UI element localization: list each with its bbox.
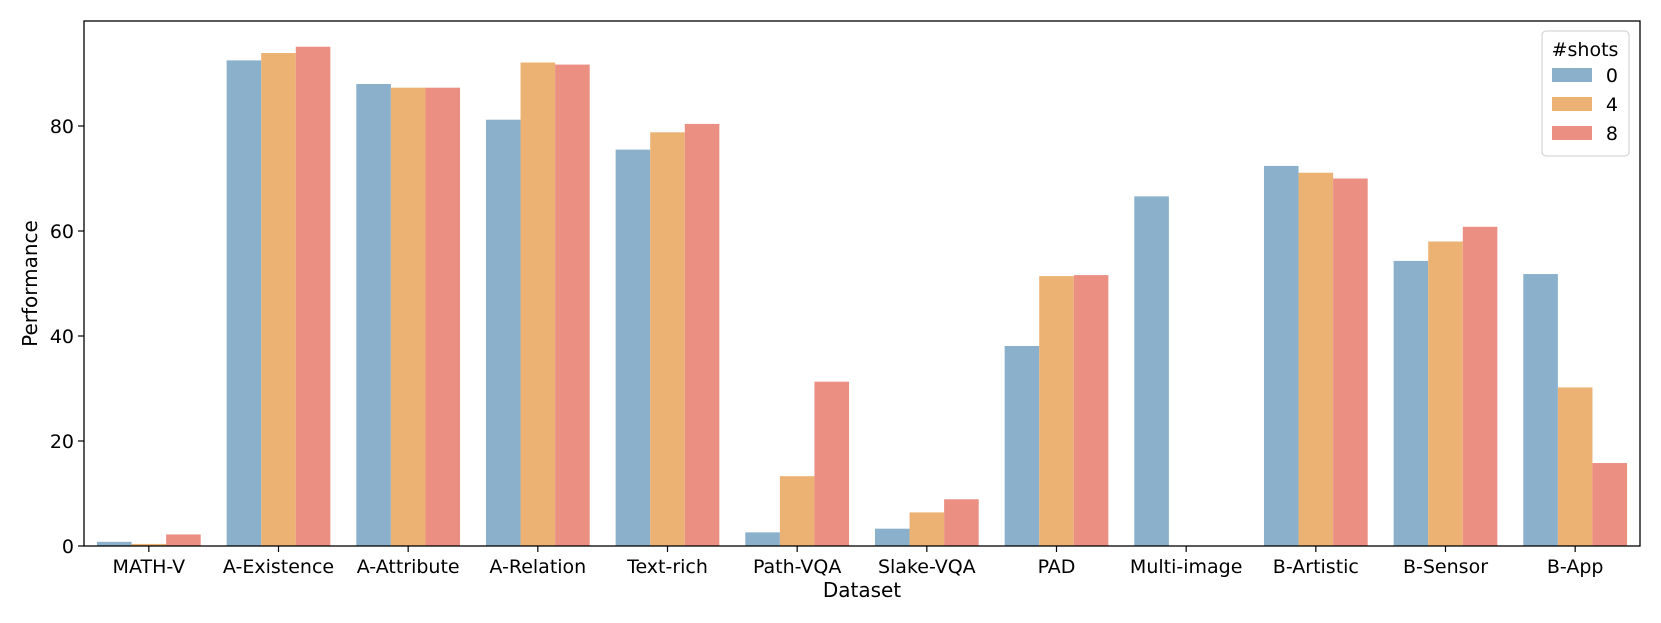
bar-Path-VQA-shots-0 xyxy=(745,532,780,546)
legend-title: #shots xyxy=(1552,39,1619,61)
x-tick-label: B-Sensor xyxy=(1403,556,1488,578)
legend-label-8: 8 xyxy=(1606,123,1618,145)
legend: #shots 0 4 8 xyxy=(1541,30,1630,157)
bar-B-App-shots-8 xyxy=(1592,463,1628,546)
y-tick-label: 20 xyxy=(50,431,74,453)
x-tick-label: B-Artistic xyxy=(1273,556,1359,578)
bar-Path-VQA-shots-8 xyxy=(814,381,850,546)
bar-Path-VQA-shots-4 xyxy=(779,476,815,546)
plot-frame xyxy=(83,20,1641,547)
y-axis-ticks: 0 20 40 60 80 xyxy=(50,116,84,558)
x-axis-label: Dataset xyxy=(823,578,901,602)
x-tick-label: A-Existence xyxy=(223,556,334,578)
bars-group xyxy=(96,46,1628,547)
bar-PAD-shots-8 xyxy=(1073,275,1109,546)
x-tick-label: B-App xyxy=(1547,556,1604,578)
bar-B-App-shots-4 xyxy=(1557,387,1593,546)
bar-B-Sensor-shots-8 xyxy=(1462,226,1498,547)
x-tick-label: Path-VQA xyxy=(753,556,841,578)
bar-A-Relation-shots-8 xyxy=(555,64,590,546)
bar-A-Existence-shots-0 xyxy=(226,60,262,547)
y-tick-label: 60 xyxy=(50,221,74,243)
y-tick-label: 80 xyxy=(50,116,74,138)
bar-Text-rich-shots-8 xyxy=(684,123,720,547)
bar-MATH-V-shots-0 xyxy=(96,541,132,546)
bar-B-Artistic-shots-4 xyxy=(1298,172,1334,547)
x-tick-label: PAD xyxy=(1038,556,1076,578)
bar-MATH-V-shots-4 xyxy=(131,543,167,546)
bar-Text-rich-shots-0 xyxy=(615,149,651,547)
bar-A-Existence-shots-4 xyxy=(261,53,296,547)
legend-swatch-4 xyxy=(1552,97,1592,111)
legend-label-0: 0 xyxy=(1606,65,1618,87)
bar-PAD-shots-0 xyxy=(1004,345,1040,546)
y-tick-label: 0 xyxy=(62,536,74,558)
bar-A-Attribute-shots-4 xyxy=(390,87,426,547)
bar-Slake-VQA-shots-8 xyxy=(944,499,979,546)
bar-Slake-VQA-shots-0 xyxy=(874,528,910,546)
bar-Slake-VQA-shots-4 xyxy=(909,512,945,546)
legend-items: 0 4 8 xyxy=(1552,65,1618,145)
x-tick-label: A-Relation xyxy=(489,556,586,578)
bar-A-Attribute-shots-8 xyxy=(425,87,461,547)
y-axis-label: Performance xyxy=(18,220,42,347)
legend-label-4: 4 xyxy=(1606,94,1618,116)
bar-MATH-V-shots-8 xyxy=(166,534,201,546)
bar-A-Existence-shots-8 xyxy=(295,46,331,546)
bar-B-Artistic-shots-8 xyxy=(1333,178,1368,546)
bar-PAD-shots-4 xyxy=(1039,276,1074,546)
bar-A-Relation-shots-4 xyxy=(520,62,556,546)
bar-A-Attribute-shots-0 xyxy=(356,84,391,546)
bar-A-Relation-shots-0 xyxy=(485,119,521,546)
x-axis-ticks: MATH-V A-Existence A-Attribute A-Relation Te… xyxy=(113,546,1604,578)
x-tick-label: A-Attribute xyxy=(357,556,460,578)
x-tick-label: Slake-VQA xyxy=(878,556,976,578)
x-tick-label: Text-rich xyxy=(626,556,708,578)
y-tick-label: 40 xyxy=(50,326,74,348)
legend-swatch-0 xyxy=(1552,68,1592,82)
x-tick-label: MATH-V xyxy=(113,556,186,578)
bar-Multi-image-shots-0 xyxy=(1134,196,1169,546)
legend-swatch-8 xyxy=(1552,126,1592,140)
bar-B-Artistic-shots-0 xyxy=(1263,165,1299,546)
x-tick-label: Multi-image xyxy=(1130,556,1242,578)
legend-frame xyxy=(1541,30,1630,157)
bar-Text-rich-shots-4 xyxy=(650,132,685,547)
bar-B-Sensor-shots-4 xyxy=(1428,241,1463,546)
bar-B-Sensor-shots-0 xyxy=(1393,260,1429,546)
bar-B-App-shots-0 xyxy=(1523,274,1558,546)
